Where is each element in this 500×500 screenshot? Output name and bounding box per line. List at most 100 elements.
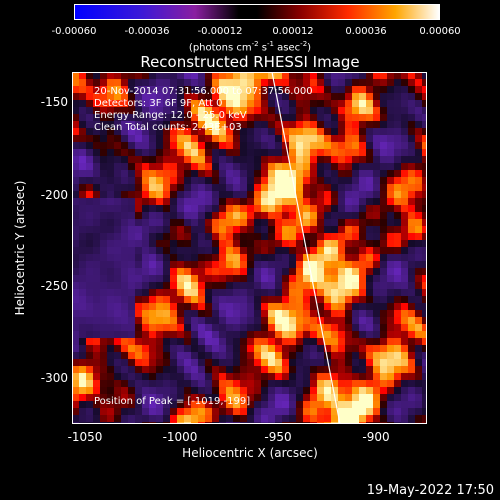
heatmap-pixel <box>394 247 401 254</box>
heatmap-pixel <box>296 149 303 156</box>
heatmap-pixel <box>93 310 100 317</box>
heatmap-pixel <box>366 79 373 86</box>
heatmap-pixel <box>387 408 394 415</box>
heatmap-pixel <box>135 219 142 226</box>
heatmap-pixel <box>170 338 177 345</box>
heatmap-pixel <box>142 408 149 415</box>
heatmap-pixel <box>415 163 422 170</box>
heatmap-pixel <box>415 219 422 226</box>
heatmap-pixel <box>268 163 275 170</box>
heatmap-pixel <box>135 352 142 359</box>
heatmap-pixel <box>198 324 205 331</box>
heatmap-pixel <box>219 352 226 359</box>
heatmap-pixel <box>387 282 394 289</box>
heatmap-pixel <box>394 93 401 100</box>
heatmap-pixel <box>268 254 275 261</box>
heatmap-pixel <box>191 359 198 366</box>
heatmap-pixel <box>107 415 114 422</box>
heatmap-pixel <box>268 324 275 331</box>
heatmap-pixel <box>324 100 331 107</box>
heatmap-pixel <box>114 345 121 352</box>
heatmap-pixel <box>401 373 408 380</box>
heatmap-pixel <box>86 121 93 128</box>
heatmap-pixel <box>422 359 427 366</box>
heatmap-pixel <box>275 184 282 191</box>
heatmap-pixel <box>107 359 114 366</box>
heatmap-pixel <box>254 380 261 387</box>
heatmap-pixel <box>240 107 247 114</box>
heatmap-pixel <box>107 310 114 317</box>
heatmap-pixel <box>415 72 422 79</box>
heatmap-pixel <box>191 198 198 205</box>
heatmap-pixel <box>268 114 275 121</box>
heatmap-pixel <box>86 205 93 212</box>
heatmap-pixel <box>128 373 135 380</box>
heatmap-pixel <box>373 317 380 324</box>
heatmap-pixel <box>317 310 324 317</box>
heatmap-pixel <box>198 121 205 128</box>
heatmap-pixel <box>86 240 93 247</box>
heatmap-pixel <box>142 310 149 317</box>
heatmap-pixel <box>275 387 282 394</box>
heatmap-pixel <box>303 282 310 289</box>
heatmap-pixel <box>86 100 93 107</box>
heatmap-pixel <box>226 121 233 128</box>
heatmap-pixel <box>184 394 191 401</box>
heatmap-pixel <box>191 128 198 135</box>
heatmap-pixel <box>359 268 366 275</box>
heatmap-pixel <box>324 324 331 331</box>
heatmap-pixel <box>387 226 394 233</box>
heatmap-pixel <box>282 226 289 233</box>
heatmap-pixel <box>254 317 261 324</box>
heatmap-pixel <box>275 163 282 170</box>
heatmap-pixel <box>401 226 408 233</box>
heatmap-pixel <box>86 163 93 170</box>
heatmap-pixel <box>86 149 93 156</box>
heatmap-pixel <box>86 247 93 254</box>
heatmap-pixel <box>331 135 338 142</box>
heatmap-pixel <box>93 261 100 268</box>
heatmap-pixel <box>373 366 380 373</box>
heatmap-pixel <box>366 142 373 149</box>
heatmap-pixel <box>303 170 310 177</box>
heatmap-pixel <box>394 163 401 170</box>
heatmap-pixel <box>107 408 114 415</box>
heatmap-pixel <box>275 240 282 247</box>
heatmap-pixel <box>387 268 394 275</box>
heatmap-pixel <box>296 191 303 198</box>
colorbar <box>74 4 440 20</box>
heatmap-pixel <box>79 149 86 156</box>
heatmap-pixel <box>219 107 226 114</box>
heatmap-pixel <box>310 268 317 275</box>
heatmap-pixel <box>93 177 100 184</box>
heatmap-pixel <box>247 282 254 289</box>
heatmap-pixel <box>303 86 310 93</box>
heatmap-pixel <box>387 394 394 401</box>
heatmap-pixel <box>338 226 345 233</box>
heatmap-pixel <box>100 345 107 352</box>
heatmap-pixel <box>359 401 366 408</box>
heatmap-pixel <box>268 268 275 275</box>
heatmap-pixel <box>240 191 247 198</box>
heatmap-pixel <box>303 79 310 86</box>
heatmap-pixel <box>331 310 338 317</box>
heatmap-pixel <box>93 422 100 424</box>
heatmap-pixel <box>72 289 79 296</box>
heatmap-pixel <box>289 163 296 170</box>
heatmap-pixel <box>149 331 156 338</box>
heatmap-pixel <box>380 331 387 338</box>
heatmap-pixel <box>142 373 149 380</box>
heatmap-pixel <box>373 415 380 422</box>
heatmap-pixel <box>226 394 233 401</box>
heatmap-pixel <box>177 303 184 310</box>
heatmap-pixel <box>268 100 275 107</box>
heatmap-pixel <box>149 191 156 198</box>
heatmap-pixel <box>226 268 233 275</box>
heatmap-pixel <box>317 331 324 338</box>
heatmap-pixel <box>128 282 135 289</box>
heatmap-pixel <box>170 261 177 268</box>
heatmap-pixel <box>240 247 247 254</box>
heatmap-pixel <box>79 100 86 107</box>
heatmap-pixel <box>261 387 268 394</box>
heatmap-pixel <box>254 240 261 247</box>
